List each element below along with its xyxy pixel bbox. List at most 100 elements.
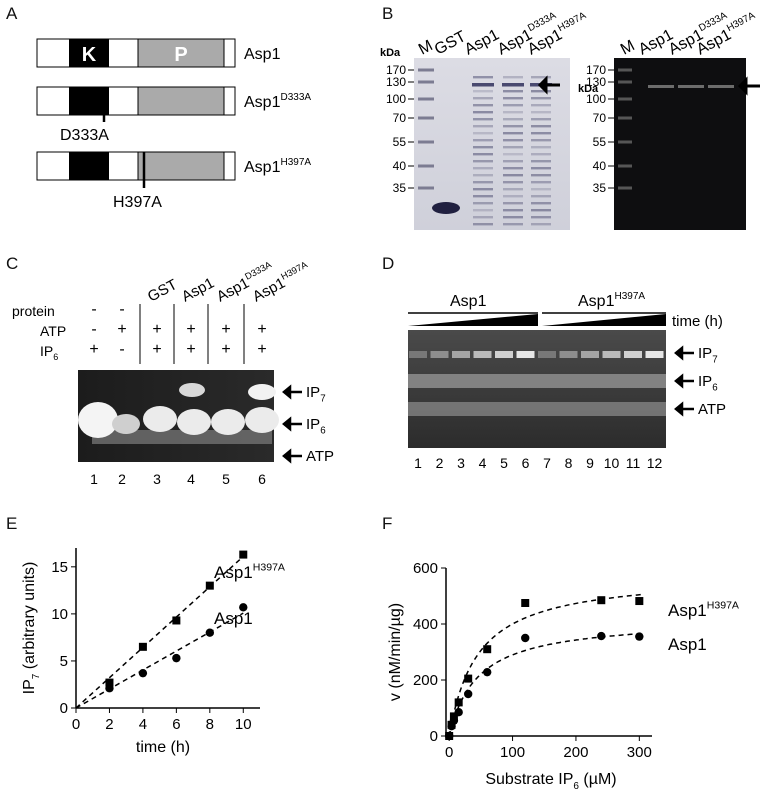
marker-band: [618, 140, 632, 144]
band-arrow: [282, 384, 302, 400]
gel-bands: [78, 383, 279, 444]
ip7-band: [602, 351, 621, 358]
ip7-band: [581, 351, 599, 358]
kda-label: kDa: [380, 47, 401, 59]
condition-sign: +: [117, 321, 126, 338]
series-label: Asp1H397A: [214, 561, 285, 582]
row-label-ip6: IP6: [40, 343, 58, 362]
lane-number: 12: [647, 455, 663, 471]
asp1-band: [648, 85, 674, 88]
protein-band: [503, 111, 523, 114]
panel-label-a: A: [6, 4, 18, 23]
full-length-arrow: [537, 75, 560, 95]
protein-band: [473, 153, 493, 156]
protein-band: [503, 97, 523, 100]
lane-numbers: 1 2 3 4 5 6 7 8 9 10 11 12: [414, 455, 662, 471]
construct-name: Asp1H397A: [244, 157, 311, 176]
protein-band: [473, 118, 493, 121]
x-tick-label: 10: [235, 716, 252, 733]
band-label: IP6: [306, 416, 326, 437]
protein-band: [503, 139, 523, 142]
row-label-atp: ATP: [40, 323, 66, 339]
atp-band: [408, 402, 666, 416]
fit-curve: [448, 632, 642, 737]
ip7-band: [624, 351, 642, 358]
y-tick-label: 10: [51, 606, 68, 623]
protein-band: [503, 167, 523, 170]
phosphatase-domain-label: P: [174, 44, 187, 66]
lane-number: 11: [626, 455, 641, 471]
band-arrow: [674, 401, 694, 417]
protein-band: [473, 209, 493, 212]
lane-number: 4: [187, 471, 195, 487]
protein-band: [503, 202, 523, 205]
data-point-circle: [138, 668, 148, 678]
protein-band: [503, 195, 523, 198]
lane-header: M: [618, 37, 638, 58]
condition-sign: +: [257, 321, 266, 338]
ip6-band: [408, 374, 666, 388]
protein-band: [503, 160, 523, 163]
lane-number: 5: [500, 455, 508, 471]
lane-header: Asp1H397A: [524, 10, 592, 58]
protein-band: [531, 146, 551, 149]
time-label: time (h): [672, 313, 723, 330]
construct-name: Asp1: [244, 46, 281, 63]
panel-label-f: F: [382, 514, 393, 533]
ip7-band: [538, 351, 556, 358]
data-point-square: [105, 678, 114, 687]
panel-label-c: C: [6, 254, 19, 273]
protein-band: [473, 146, 493, 149]
ip7-band: [645, 351, 664, 358]
protein-band: [503, 90, 523, 93]
lane-number: 8: [565, 455, 573, 471]
protein-band: [503, 104, 523, 107]
band-labels: IP7 IP6 ATP: [282, 384, 334, 465]
lane-number: 6: [258, 471, 266, 487]
protein-band: [531, 118, 551, 121]
gst-band: [432, 202, 460, 214]
panel-a-domain-diagram: K P Asp1 D333A Asp1D333A H397A Asp1H397A: [36, 38, 311, 211]
protein-band: [531, 139, 551, 142]
lane-number: 9: [586, 455, 594, 471]
gel-bands: [408, 351, 666, 416]
marker-band: [418, 68, 434, 72]
protein-band: [473, 167, 493, 170]
data-point-square: [138, 642, 147, 651]
ip6-band: [143, 406, 177, 432]
series-label: Asp1: [214, 609, 253, 628]
data-point-circle: [444, 731, 454, 741]
fit-curve: [448, 593, 642, 737]
blot-background: [614, 58, 746, 230]
protein-band: [503, 132, 523, 135]
marker-band: [418, 164, 434, 168]
protein-band: [473, 216, 493, 219]
protein-band: [473, 181, 493, 184]
condition-sign: +: [152, 321, 161, 338]
lane-number: 7: [543, 455, 551, 471]
y-tick-label: 600: [413, 560, 438, 577]
ip7-band: [516, 351, 535, 358]
marker-band: [618, 186, 632, 190]
kinase-domain: [69, 39, 109, 67]
ip7-band: [473, 351, 492, 358]
data-point-circle: [635, 632, 644, 641]
protein-band: [473, 76, 493, 79]
marker-label: 170: [586, 63, 606, 77]
band-arrow: [674, 373, 694, 389]
y-tick-label: 0: [60, 700, 68, 717]
protein-band: [531, 181, 551, 184]
data-point-square: [521, 599, 530, 607]
lane-header: Asp1: [179, 274, 217, 305]
lane-numbers: 1 2 3 4 5 6: [90, 471, 266, 487]
band-label: IP7: [698, 345, 718, 366]
data-point-circle: [105, 684, 114, 693]
lane-number: 5: [222, 471, 230, 487]
band-labels: IP7 IP6 ATP: [674, 345, 726, 418]
ip7-band: [495, 351, 513, 358]
y-tick-label: 400: [413, 616, 438, 633]
protein-band: [473, 111, 493, 114]
data-point-square: [597, 596, 606, 605]
construct-asp1-h397a: H397A Asp1H397A: [36, 151, 311, 211]
